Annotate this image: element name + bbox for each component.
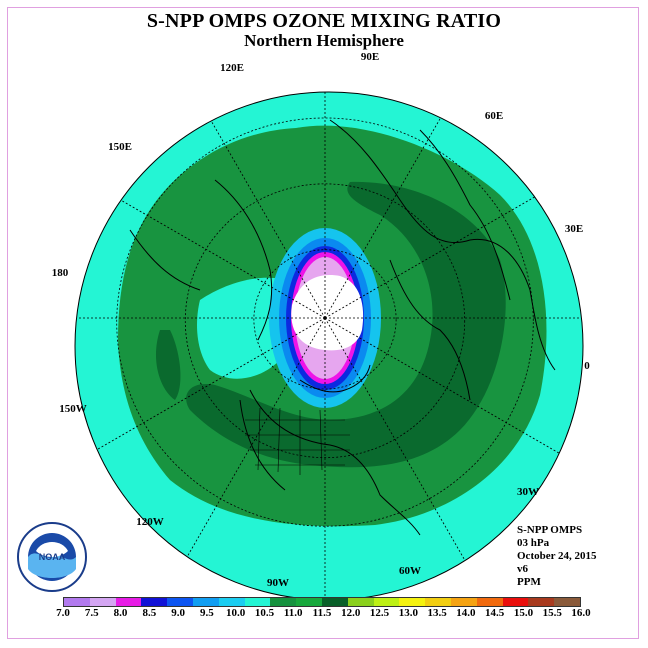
longitude-label: 0 <box>584 360 590 372</box>
legend-swatch <box>218 598 245 606</box>
legend-label: 14.0 <box>456 607 476 619</box>
legend-swatch <box>554 598 580 606</box>
legend-swatch <box>321 598 348 606</box>
meridian-line <box>75 139 326 319</box>
noaa-logo-text: NOAA <box>39 552 66 562</box>
legend-swatch <box>425 598 451 606</box>
legend-label: 15.0 <box>513 607 534 619</box>
legend-swatch <box>296 598 322 606</box>
units-label: PPM <box>517 576 541 588</box>
legend-swatch <box>64 598 90 606</box>
legend-swatch <box>89 598 116 606</box>
legend-swatch <box>192 598 219 606</box>
legend-label: 8.0 <box>113 607 128 619</box>
legend-swatch <box>167 598 193 606</box>
legend-swatch <box>450 598 477 606</box>
field-dark-green-patch <box>155 330 181 400</box>
info-block: S-NPP OMPS 03 hPa October 24, 2015 v6 PP… <box>517 524 597 589</box>
longitude-label: 60W <box>399 565 421 577</box>
legend-label: 16.0 <box>571 607 591 619</box>
version-label: v6 <box>517 563 528 575</box>
legend-swatch <box>244 598 271 606</box>
color-legend <box>63 597 581 607</box>
longitude-label: 30E <box>565 223 583 235</box>
legend-swatch <box>115 598 142 606</box>
legend-label: 10.5 <box>254 607 275 619</box>
coastlines <box>129 119 556 536</box>
latitude-circle <box>253 249 397 390</box>
legend-label: 9.0 <box>171 607 185 619</box>
legend-label: 8.5 <box>142 607 157 619</box>
legend-swatch <box>502 598 529 606</box>
us-state-lines <box>245 407 350 475</box>
legend-swatch <box>528 598 555 606</box>
field-polar-low <box>291 275 364 351</box>
pressure-level: 03 hPa <box>517 537 550 549</box>
legend-label: 15.5 <box>542 607 562 619</box>
legend-label: 11.5 <box>312 607 332 619</box>
legend-swatch <box>476 598 503 606</box>
legend-label: 12.5 <box>369 607 390 619</box>
legend-label: 14.5 <box>485 607 505 619</box>
latitude-circle <box>184 183 466 459</box>
legend-label: 13.0 <box>398 607 418 619</box>
meridian-line <box>75 317 326 497</box>
page-title: S-NPP OMPS OZONE MIXING RATIO <box>146 10 502 32</box>
meridian-line <box>324 92 504 319</box>
legend-swatch <box>373 598 400 606</box>
longitude-label: 180 <box>52 267 69 279</box>
instrument-label: S-NPP OMPS <box>517 524 583 536</box>
legend-label: 11.0 <box>283 607 303 619</box>
date-label: October 24, 2015 <box>517 550 597 562</box>
longitude-label: 90E <box>361 51 379 63</box>
legend-label: 7.0 <box>56 607 70 619</box>
longitude-labels: 90E 60E 30E 0 30W 60W 90W 120W 150W 180 150E 120E <box>52 51 591 589</box>
latitude-circle <box>116 117 534 527</box>
legend-label: 9.5 <box>200 607 214 619</box>
longitude-label: 150W <box>59 403 87 415</box>
meridian-line <box>146 92 326 319</box>
legend-swatch <box>347 598 374 606</box>
legend-label: 7.5 <box>84 607 99 619</box>
legend-swatch <box>399 598 426 606</box>
legend-swatch <box>141 598 168 606</box>
field-dark-green-band <box>186 181 506 468</box>
legend-label: 13.5 <box>427 607 447 619</box>
longitude-label: 60E <box>485 110 503 122</box>
longitude-label: 120W <box>136 516 164 528</box>
page-subtitle: Northern Hemisphere <box>244 31 404 50</box>
legend-label: 12.0 <box>341 607 361 619</box>
image-frame <box>7 7 639 639</box>
color-legend-labels: 7.0 7.5 8.0 8.5 9.0 9.5 10.0 10.5 11.0 11.5 12.0 12… <box>0 607 648 621</box>
legend-label: 10.0 <box>226 607 246 619</box>
longitude-label: 150E <box>108 141 132 153</box>
noaa-logo: NOAA <box>17 522 87 592</box>
longitude-label: 120E <box>220 62 244 74</box>
legend-swatch <box>270 598 297 606</box>
longitude-label: 90W <box>267 577 289 589</box>
longitude-label: 30W <box>517 486 539 498</box>
